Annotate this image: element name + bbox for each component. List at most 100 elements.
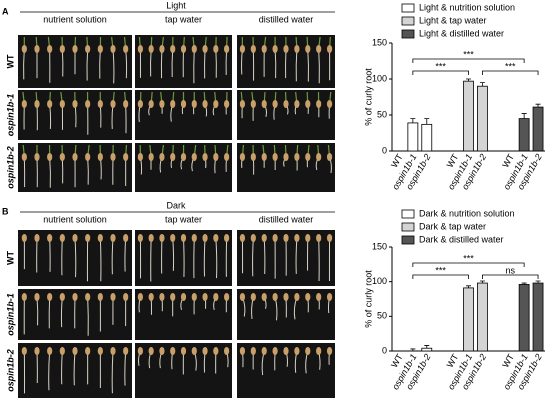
- root: [87, 296, 89, 336]
- seed: [170, 45, 176, 53]
- seed: [34, 293, 40, 301]
- error-bar: [521, 282, 527, 285]
- seed: [191, 100, 197, 108]
- seed: [213, 234, 219, 242]
- bar: [407, 122, 419, 152]
- seed: [180, 347, 187, 355]
- seed: [261, 100, 267, 108]
- root: [160, 48, 163, 79]
- seed: [326, 100, 333, 108]
- seed: [283, 100, 289, 108]
- error-bar: [424, 118, 430, 125]
- seed: [305, 293, 311, 301]
- seed: [272, 234, 278, 242]
- seed: [148, 293, 154, 301]
- seed: [250, 100, 256, 108]
- y-axis-label: % of curly root: [363, 270, 373, 328]
- seed: [170, 100, 176, 108]
- seed: [261, 347, 267, 355]
- seed: [110, 100, 116, 108]
- seed: [85, 234, 91, 242]
- legend-swatch: [401, 3, 415, 13]
- seed: [21, 45, 27, 53]
- seed: [272, 153, 278, 161]
- seed: [213, 100, 219, 108]
- seed: [59, 347, 65, 355]
- seed: [202, 45, 208, 53]
- seed: [213, 293, 219, 301]
- seed: [180, 293, 187, 301]
- seed: [97, 45, 103, 53]
- y-tick-label: 150: [372, 37, 387, 47]
- row-label: WT: [5, 251, 15, 265]
- seed: [72, 234, 78, 242]
- seed: [316, 100, 322, 108]
- seed: [123, 100, 129, 108]
- seed: [180, 153, 187, 161]
- seed: [316, 293, 322, 301]
- seed: [213, 347, 219, 355]
- bar: [477, 85, 488, 152]
- seed: [72, 45, 78, 53]
- root: [48, 296, 51, 329]
- column-label: tap water: [165, 214, 202, 224]
- seed: [47, 347, 53, 355]
- bar: [463, 80, 474, 152]
- significance-bracket: [412, 262, 525, 267]
- seed: [21, 293, 27, 301]
- row-label: ospin1b-2: [5, 349, 15, 392]
- significance-label: ***: [463, 49, 474, 59]
- seed: [261, 153, 267, 161]
- seed: [123, 45, 129, 53]
- seed: [21, 153, 27, 161]
- significance-bracket: [412, 58, 525, 63]
- legend-label: Light & nutrition solution: [419, 2, 515, 12]
- y-tick-label: 150: [372, 241, 387, 251]
- y-tick-label: 0: [382, 145, 387, 155]
- root: [204, 48, 206, 79]
- seed: [316, 234, 322, 242]
- seed: [170, 153, 176, 161]
- panel-label: A: [2, 6, 9, 16]
- seed: [59, 293, 65, 301]
- root: [215, 48, 217, 78]
- seed: [294, 45, 300, 53]
- root: [183, 237, 185, 277]
- seed: [250, 234, 256, 242]
- seed: [250, 45, 256, 53]
- seed: [180, 234, 187, 242]
- seed: [191, 234, 197, 242]
- row-label: WT: [5, 54, 15, 68]
- seed: [224, 347, 230, 355]
- seed: [202, 153, 208, 161]
- seed: [159, 153, 165, 161]
- seed: [326, 45, 333, 53]
- bar: [477, 282, 488, 352]
- seed: [305, 100, 311, 108]
- seed: [34, 153, 40, 161]
- error-bar: [410, 118, 416, 123]
- significance-label: ns: [505, 265, 515, 275]
- seed: [272, 347, 278, 355]
- seed: [326, 153, 333, 161]
- seed: [123, 293, 129, 301]
- seed: [137, 293, 143, 301]
- root: [318, 237, 320, 281]
- significance-bracket: [482, 70, 539, 75]
- seed: [21, 347, 27, 355]
- legend-label: Dark & distilled water: [419, 234, 504, 244]
- bar: [532, 282, 544, 352]
- seed: [261, 293, 267, 301]
- seed: [85, 347, 91, 355]
- root: [99, 237, 102, 282]
- seed: [191, 153, 197, 161]
- seed: [137, 153, 143, 161]
- error-bar: [410, 348, 416, 351]
- seed: [34, 234, 40, 242]
- seed: [123, 347, 129, 355]
- seed: [250, 347, 256, 355]
- panel-label: B: [2, 206, 9, 216]
- y-tick-label: 50: [377, 109, 387, 119]
- seed: [283, 234, 289, 242]
- legend-swatch: [401, 16, 415, 26]
